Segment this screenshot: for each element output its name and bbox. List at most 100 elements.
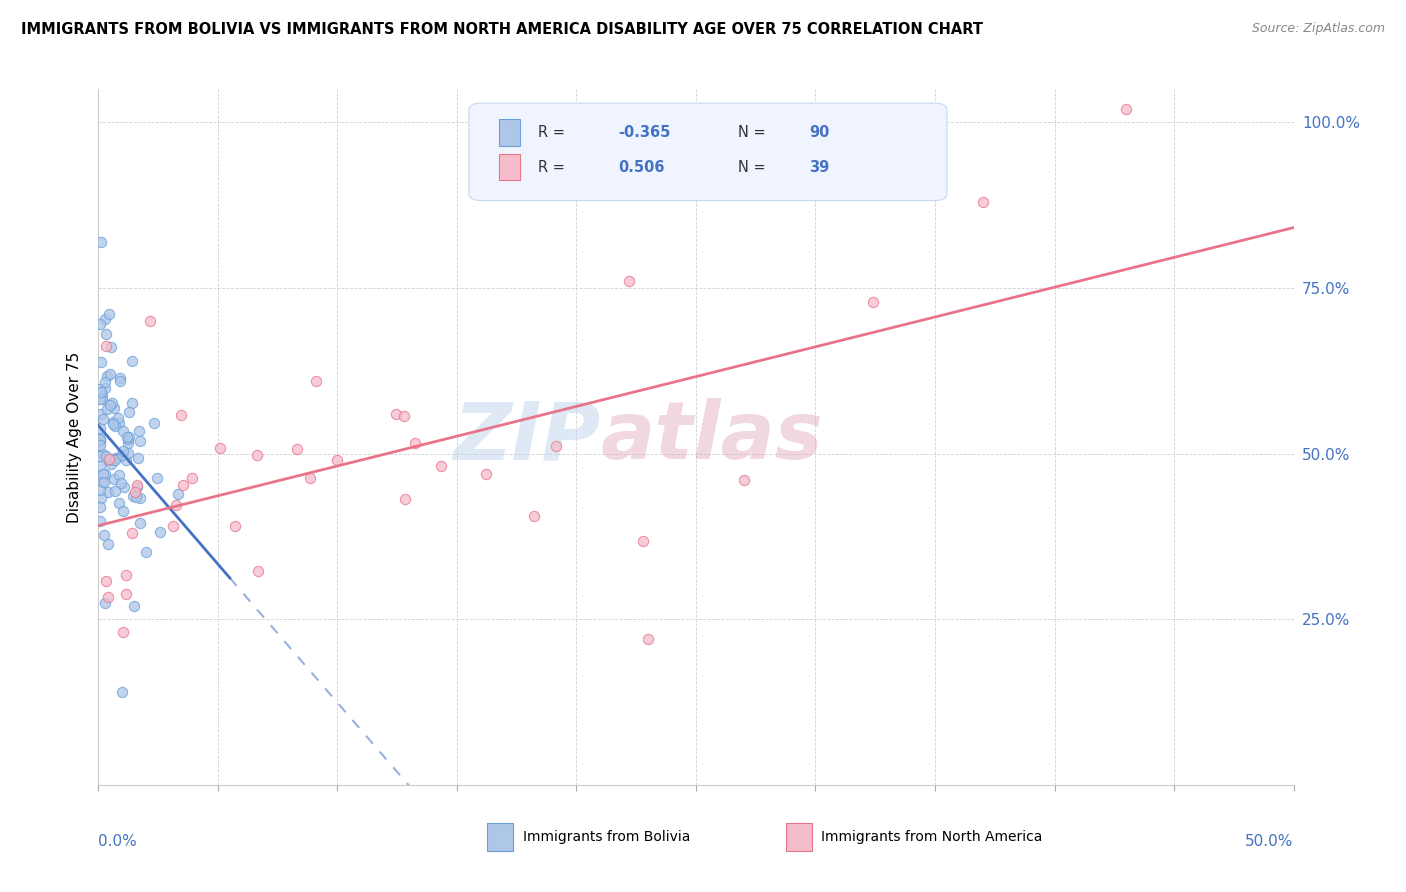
Point — [91, 467, 114, 482]
Point — [129, 434, 152, 449]
Point — [114, 568, 136, 582]
Point — [862, 295, 884, 310]
Point — [100, 340, 122, 354]
Point — [94, 339, 117, 353]
Point — [167, 487, 190, 501]
Point — [104, 450, 127, 465]
Point — [96, 402, 118, 417]
Bar — [786, 823, 811, 851]
Text: 0.0%: 0.0% — [98, 834, 138, 848]
Point — [121, 354, 143, 368]
Y-axis label: Disability Age Over 75: Disability Age Over 75 — [67, 351, 83, 523]
Point — [108, 374, 131, 388]
Point — [97, 591, 120, 605]
Point — [94, 449, 117, 463]
Point — [118, 430, 141, 444]
Point — [91, 475, 114, 489]
Point — [124, 599, 146, 613]
Point — [98, 398, 121, 412]
Point — [121, 396, 143, 410]
Point — [121, 525, 143, 540]
Text: R =: R = — [538, 125, 569, 140]
Point — [172, 477, 194, 491]
Point — [90, 389, 112, 403]
Point — [91, 447, 114, 461]
Point — [103, 401, 125, 415]
Point — [111, 624, 134, 639]
Point — [733, 473, 755, 487]
Point — [138, 313, 160, 327]
Point — [101, 415, 124, 429]
Point — [394, 409, 416, 423]
Point — [98, 452, 121, 467]
Point — [100, 457, 122, 471]
Point — [94, 327, 117, 342]
Point — [89, 392, 111, 407]
Point — [475, 467, 498, 481]
Point — [117, 445, 139, 459]
Text: 50.0%: 50.0% — [1246, 834, 1294, 848]
Point — [165, 499, 187, 513]
Point — [111, 424, 134, 438]
Point — [125, 490, 148, 504]
Point — [127, 450, 149, 465]
Point — [93, 475, 115, 490]
Point — [972, 194, 994, 209]
Point — [114, 480, 136, 494]
Point — [98, 453, 121, 467]
Point — [94, 595, 117, 609]
Point — [146, 471, 169, 485]
Point — [128, 424, 150, 438]
Point — [104, 453, 127, 467]
Point — [90, 407, 112, 421]
Point — [617, 274, 640, 288]
Point — [117, 432, 139, 446]
Point — [98, 367, 122, 381]
Point — [115, 452, 138, 467]
Point — [299, 470, 322, 484]
Point — [117, 435, 139, 450]
Point — [94, 467, 117, 481]
Point — [1115, 102, 1137, 116]
Point — [89, 500, 111, 514]
Point — [108, 468, 131, 483]
Point — [103, 417, 125, 431]
Point — [108, 371, 131, 385]
Point — [115, 586, 138, 600]
Point — [523, 508, 546, 523]
Point — [103, 451, 125, 466]
Point — [89, 459, 111, 474]
Text: 0.506: 0.506 — [619, 160, 665, 175]
Point — [104, 419, 127, 434]
Text: atlas: atlas — [600, 398, 823, 476]
Point — [115, 430, 138, 444]
Point — [162, 518, 184, 533]
Text: Source: ZipAtlas.com: Source: ZipAtlas.com — [1251, 22, 1385, 36]
Point — [125, 477, 148, 491]
Point — [89, 514, 111, 528]
Point — [112, 443, 135, 458]
Bar — [499, 154, 520, 180]
Point — [89, 432, 111, 446]
Point — [96, 368, 118, 383]
Point — [305, 374, 328, 388]
Point — [181, 470, 204, 484]
Point — [111, 448, 134, 462]
Point — [135, 545, 157, 559]
Point — [429, 459, 451, 474]
Point — [111, 504, 134, 518]
Point — [94, 311, 117, 326]
Bar — [499, 120, 520, 145]
Text: ZIP: ZIP — [453, 398, 600, 476]
Point — [89, 382, 111, 396]
Point — [108, 416, 131, 430]
Point — [93, 375, 115, 389]
Text: Immigrants from Bolivia: Immigrants from Bolivia — [523, 830, 690, 844]
Point — [129, 516, 152, 531]
Point — [208, 441, 231, 455]
Point — [97, 307, 120, 321]
Point — [128, 491, 150, 505]
FancyBboxPatch shape — [470, 103, 948, 201]
Point — [637, 632, 659, 647]
Point — [98, 453, 121, 467]
